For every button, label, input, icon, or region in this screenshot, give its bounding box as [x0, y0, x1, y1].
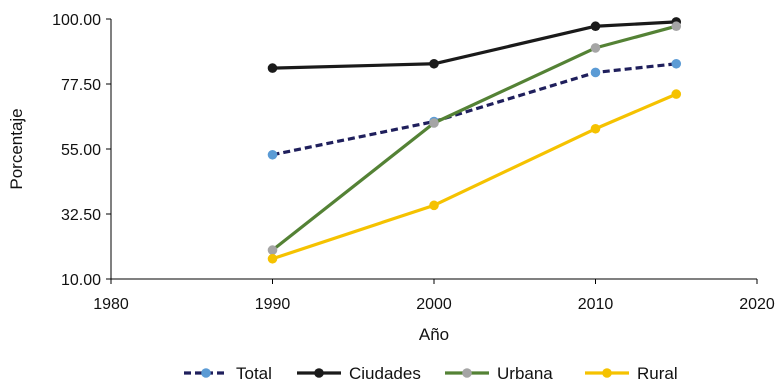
x-ticks: 1980 1990 2000 2010 2020	[93, 279, 775, 313]
series-line-total	[272, 62, 677, 157]
y-tick-label: 100.00	[52, 12, 101, 29]
data-point-rural	[267, 253, 278, 264]
x-tick-label: 1980	[93, 296, 129, 313]
data-point-total	[590, 67, 601, 78]
data-point-urbana	[429, 118, 439, 128]
legend-marker-urbana	[462, 368, 472, 378]
y-ticks: 10.00 32.50 55.00 77.50 100.00	[52, 12, 111, 289]
data-point-urbana	[267, 245, 278, 255]
y-axis-title: Porcentaje	[7, 108, 26, 189]
legend-marker-total	[201, 368, 211, 378]
y-tick-label: 77.50	[61, 77, 101, 94]
series-line-ciudades	[272, 20, 677, 70]
axes	[110, 19, 757, 280]
data-point-ciudades	[429, 58, 439, 69]
legend-marker-ciudades	[314, 368, 324, 378]
legend-label-total: Total	[236, 364, 272, 383]
y-tick-label: 10.00	[61, 272, 101, 289]
data-point-rural	[590, 123, 601, 134]
x-axis-title: Año	[419, 325, 449, 344]
data-point-ciudades	[590, 21, 601, 32]
series-group	[267, 17, 682, 264]
legend: Total Ciudades Urbana Rural	[184, 364, 678, 383]
x-tick-label: 2010	[578, 296, 614, 313]
x-tick-label: 2000	[416, 296, 452, 313]
x-tick-label: 2020	[739, 296, 775, 313]
series-line-urbana	[271, 24, 677, 252]
data-point-urbana	[671, 21, 682, 32]
x-tick-label: 1990	[255, 296, 291, 313]
y-tick-label: 32.50	[61, 207, 101, 224]
data-point-ciudades	[267, 63, 278, 73]
legend-label-ciudades: Ciudades	[349, 364, 421, 383]
series-line-rural	[271, 92, 677, 261]
legend-label-urbana: Urbana	[497, 364, 553, 383]
legend-marker-rural	[602, 368, 612, 378]
legend-label-rural: Rural	[637, 364, 678, 383]
data-point-urbana	[590, 43, 601, 53]
data-point-total	[267, 149, 278, 160]
data-point-total	[671, 58, 682, 69]
y-tick-label: 55.00	[61, 142, 101, 159]
data-point-rural	[671, 89, 682, 99]
data-point-rural	[429, 200, 439, 211]
